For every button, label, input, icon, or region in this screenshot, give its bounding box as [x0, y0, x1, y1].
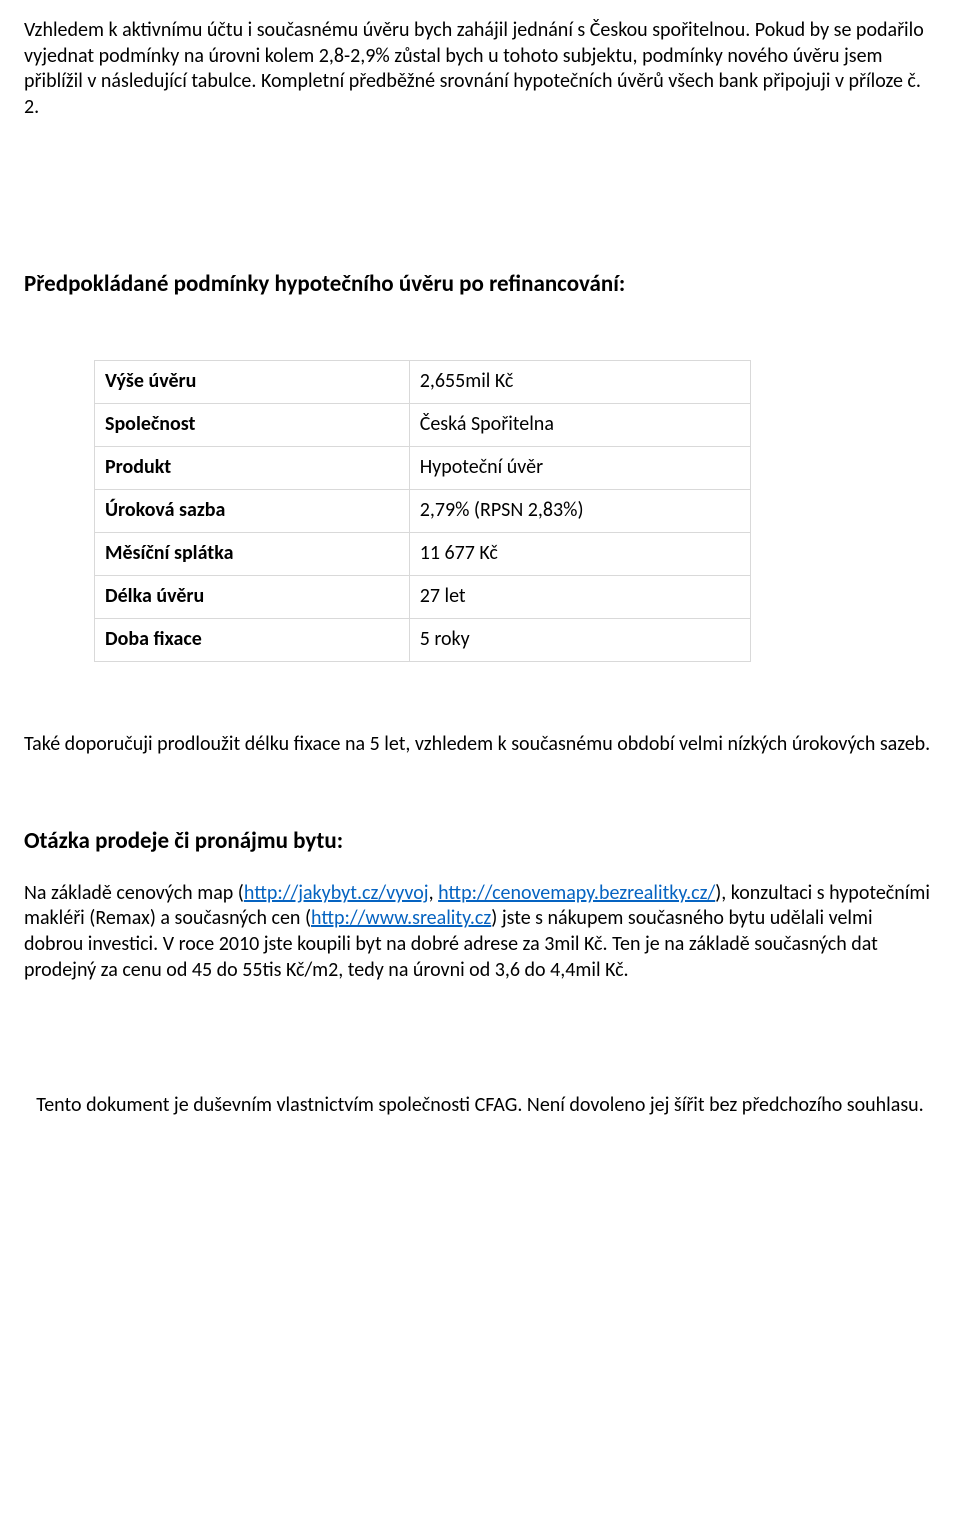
row-value: 5 roky: [409, 618, 750, 661]
row-value: 2,655mil Kč: [409, 360, 750, 403]
row-value: 2,79% (RPSN 2,83%): [409, 489, 750, 532]
table-row: Doba fixace 5 roky: [95, 618, 751, 661]
row-label: Měsíční splátka: [95, 532, 410, 575]
table-row: Délka úvěru 27 let: [95, 575, 751, 618]
sale-text-prelink: Na základě cenových map (: [24, 881, 244, 905]
row-label: Délka úvěru: [95, 575, 410, 618]
row-label: Doba fixace: [95, 618, 410, 661]
row-value: Hypoteční úvěr: [409, 446, 750, 489]
sale-text-sep: ,: [429, 881, 439, 905]
row-value: 27 let: [409, 575, 750, 618]
row-label: Společnost: [95, 403, 410, 446]
row-label: Úroková sazba: [95, 489, 410, 532]
link-sreality[interactable]: http://www.sreality.cz: [311, 906, 491, 930]
recommendation-paragraph: Také doporučuji prodloužit délku fixace …: [24, 732, 936, 758]
row-value: Česká Spořitelna: [409, 403, 750, 446]
table-row: Měsíční splátka 11 677 Kč: [95, 532, 751, 575]
sale-paragraph: Na základě cenových map (http://jakybyt.…: [24, 881, 936, 983]
link-cenovemapy[interactable]: http://cenovemapy.bezrealitky.cz/: [438, 881, 715, 905]
row-label: Výše úvěru: [95, 360, 410, 403]
row-value: 11 677 Kč: [409, 532, 750, 575]
table-row: Úroková sazba 2,79% (RPSN 2,83%): [95, 489, 751, 532]
table-row: Společnost Česká Spořitelna: [95, 403, 751, 446]
heading-sale-or-rent: Otázka prodeje či pronájmu bytu:: [24, 827, 936, 856]
table-row: Výše úvěru 2,655mil Kč: [95, 360, 751, 403]
footer-disclaimer: Tento dokument je duševním vlastnictvím …: [24, 1093, 936, 1119]
link-jakybyt[interactable]: http://jakybyt.cz/vyvoj: [244, 881, 429, 905]
row-label: Produkt: [95, 446, 410, 489]
heading-refinancing-conditions: Předpokládané podmínky hypotečního úvěru…: [24, 270, 936, 299]
loan-conditions-table: Výše úvěru 2,655mil Kč Společnost Česká …: [94, 360, 751, 662]
table-row: Produkt Hypoteční úvěr: [95, 446, 751, 489]
intro-paragraph: Vzhledem k aktivnímu účtu i současnému ú…: [24, 18, 936, 120]
